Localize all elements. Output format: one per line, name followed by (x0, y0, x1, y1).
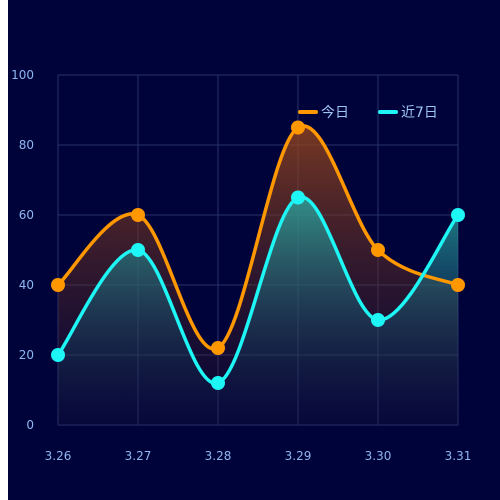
x-tick-label: 3.29 (285, 449, 312, 463)
x-tick-label: 3.30 (365, 449, 392, 463)
y-tick-label: 0 (26, 418, 34, 432)
y-tick-label: 60 (19, 208, 34, 222)
legend: 今日 近7日 (298, 105, 438, 121)
data-point (451, 208, 465, 222)
x-tick-label: 3.28 (205, 449, 232, 463)
data-point (291, 120, 305, 135)
data-point (291, 190, 305, 205)
series-points (51, 120, 465, 390)
series-areas (58, 125, 458, 426)
x-tick-label: 3.31 (445, 449, 472, 463)
y-tick-label: 20 (19, 348, 34, 362)
legend-label: 今日 (321, 105, 349, 121)
data-point (131, 208, 145, 222)
x-tick-label: 3.26 (45, 449, 72, 463)
data-point (451, 278, 465, 292)
y-tick-label: 80 (19, 138, 34, 152)
x-tick-label: 3.27 (125, 449, 152, 463)
series-area-1 (58, 196, 458, 425)
data-point (51, 278, 65, 292)
data-point (211, 341, 225, 355)
legend-label: 近7日 (401, 105, 438, 121)
data-point (371, 313, 385, 327)
y-axis: 0 20 40 60 80 100 (11, 68, 34, 432)
x-axis: 3.26 3.27 3.28 3.29 3.30 3.31 (45, 449, 472, 463)
y-tick-label: 40 (19, 278, 34, 292)
data-point (211, 376, 225, 390)
data-point (131, 243, 145, 257)
data-point (371, 243, 385, 257)
y-tick-label: 100 (11, 68, 34, 82)
data-point (51, 348, 65, 362)
